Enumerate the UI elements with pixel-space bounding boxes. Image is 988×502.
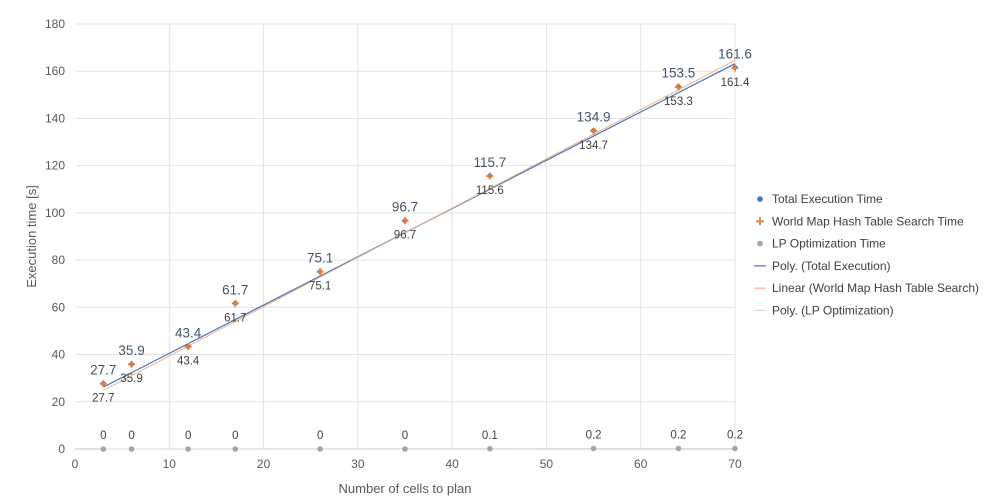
total-execution-label: 153.5 [662,66,696,81]
world-map-search-label: 43.4 [177,356,200,368]
lp-optimization-label: 0 [232,430,238,442]
lp-optimization-point [675,445,682,452]
legend-label: Poly. (Total Execution) [772,259,891,273]
lp-optimization-label: 0 [185,430,191,442]
total-execution-label: 134.9 [577,109,611,124]
total-execution-label: 161.6 [718,46,752,61]
world-map-search-label: 153.3 [664,96,693,108]
world-map-search-label: 96.7 [394,230,416,242]
x-tick-label: 40 [445,457,459,471]
x-axis-title: Number of cells to plan [339,481,472,496]
x-tick-label: 10 [163,457,177,471]
lp-optimization-point [100,446,107,452]
world-map-search-label: 75.1 [309,281,331,293]
world-map-search-point [401,217,409,225]
legend-label: Poly. (LP Optimization) [772,304,894,318]
legend-marker-lp [757,240,763,247]
lp-optimization-point [185,446,191,452]
x-tick-label: 60 [634,457,648,471]
trendlines [103,59,736,450]
lp-optimization-label: 0.2 [670,430,686,442]
total-execution-label: 96.7 [392,200,418,215]
lp-optimization-label: 0 [402,430,408,442]
lp-optimization-point [317,446,323,452]
world-map-search-point [486,172,494,180]
y-axis-title: Execution time [s] [24,185,39,288]
y-tick-label: 40 [52,348,66,362]
world-map-search-point [674,83,682,91]
lp-optimization-label: 0.2 [586,430,602,442]
legend: Total Execution Time World Map Hash Table… [754,192,979,318]
total-execution-label: 43.4 [175,326,202,341]
lp-optimization-point [232,446,239,452]
total-execution-label: 27.7 [90,363,116,378]
world-map-search-point [184,343,192,351]
world-map-search-label: 27.7 [92,393,114,405]
world-map-search-point [128,360,136,368]
y-tick-label: 140 [45,111,65,125]
lp-optimization-label: 0.1 [482,430,498,442]
lp-optimization-point [487,445,493,452]
lp-optimization-point [128,446,135,452]
y-tick-label: 0 [58,442,65,456]
data-labels: 27.7 27.7 0 35.9 35.9 0 43.4 43.4 0 61.7 61.7 0 75.1… [90,46,752,442]
legend-marker-total [757,196,763,202]
x-tick-label: 70 [728,457,742,471]
lp-optimization-label: 0.2 [727,430,743,442]
world-map-search-point [590,127,598,135]
world-map-search-point [231,299,239,307]
total-execution-label: 75.1 [307,251,333,266]
world-map-search-point [731,64,739,72]
world-map-search-point [316,268,324,276]
lp-optimization-point [402,446,408,452]
trendline-2 [103,59,736,391]
y-tick-label: 60 [52,300,66,314]
lp-optimization-point [732,445,738,452]
lp-optimization-label: 0 [128,430,134,442]
x-tick-label: 30 [351,457,365,471]
y-tick-label: 120 [45,159,65,173]
total-execution-label: 35.9 [118,343,144,358]
world-map-search-label: 161.4 [721,77,750,89]
total-execution-label: 115.7 [473,155,506,170]
legend-label: World Map Hash Table Search Time [772,214,964,228]
axes: 0 20 40 60 80 100 120 140 160 180 0 10 20 30 40 50 60 70 [45,17,742,471]
legend-marker-world-map [756,217,764,226]
y-tick-label: 100 [45,206,65,220]
x-tick-label: 0 [72,457,79,471]
data-marks [99,64,739,452]
world-map-search-label: 134.7 [579,140,608,152]
lp-optimization-point [590,445,597,452]
lp-optimization-label: 0 [100,430,106,442]
y-tick-label: 20 [52,395,66,409]
world-map-search-label: 115.6 [476,185,504,197]
legend-label: Linear (World Map Hash Table Search) [772,281,979,295]
total-execution-label: 61.7 [222,282,248,297]
legend-label: LP Optimization Time [772,237,886,251]
x-tick-label: 50 [540,457,554,471]
y-tick-label: 80 [52,253,66,267]
lp-optimization-label: 0 [317,430,323,442]
world-map-search-label: 61.7 [224,312,246,324]
world-map-search-point [99,380,107,388]
legend-label: Total Execution Time [772,192,883,206]
y-tick-label: 160 [45,64,65,78]
x-tick-label: 20 [257,457,271,471]
y-tick-label: 180 [45,17,65,31]
world-map-search-label: 35.9 [120,373,142,385]
gridlines [75,23,736,449]
